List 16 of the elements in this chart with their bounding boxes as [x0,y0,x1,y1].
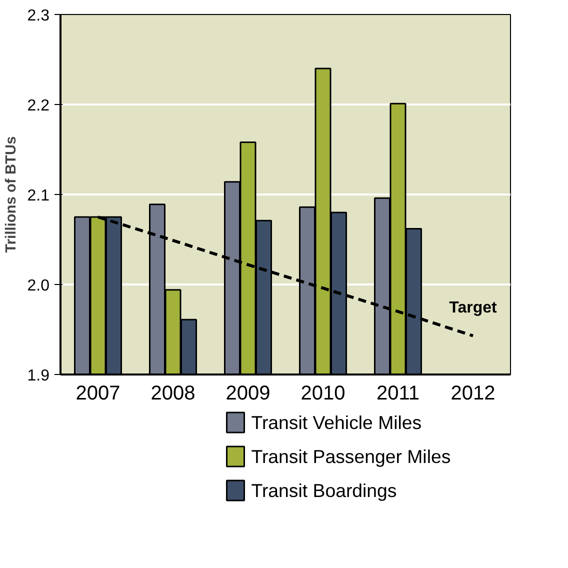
y-tick-label: 2.2 [27,98,50,114]
x-tick-label: 2007 [76,382,120,404]
x-tick-label: 2009 [226,382,270,404]
x-tick-label: 2011 [376,382,420,404]
y-tick-label: 2.1 [27,188,50,204]
y-tick-label: 2.3 [27,8,50,24]
x-tick-label: 2008 [150,382,196,404]
legend-label: Transit Passenger Miles [251,446,451,467]
annotation: Target [449,299,498,316]
y-tick-label: 2.0 [27,278,50,294]
y-tick-label: 1.9 [27,368,50,384]
legend-label: Transit Vehicle Miles [251,412,422,433]
y-axis-title: Trillions of BTUs [3,136,20,253]
x-tick-label: 2012 [450,382,496,404]
legend-label: Transit Boardings [251,480,397,501]
x-tick-label: 2010 [300,382,346,404]
